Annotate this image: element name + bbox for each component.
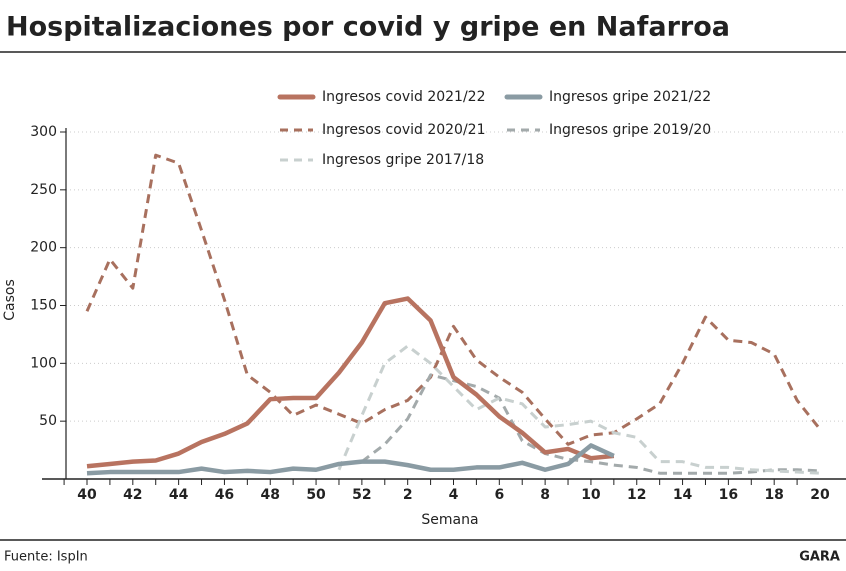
y-tick-label: 200 <box>30 240 57 256</box>
x-tick-label: 18 <box>764 487 783 503</box>
x-tick-label: 42 <box>123 487 142 503</box>
series-line <box>360 373 821 475</box>
y-tick-label: 100 <box>30 355 57 371</box>
y-tick-label: 250 <box>30 182 57 198</box>
x-tick-label: 12 <box>627 487 646 503</box>
x-tick-label: 20 <box>810 487 830 503</box>
source: Fuente: IspIn <box>4 550 88 565</box>
x-tick-label: 46 <box>215 487 234 503</box>
legend-label: Ingresos gripe 2021/22 <box>549 89 711 105</box>
y-tick-label: 300 <box>30 124 57 140</box>
brand: GARA <box>799 550 840 565</box>
x-tick-label: 50 <box>306 487 326 503</box>
series-line <box>86 296 615 469</box>
x-tick-label: 16 <box>719 487 738 503</box>
x-tick-label: 8 <box>540 487 550 503</box>
chart-title: Hospitalizaciones por covid y gripe en N… <box>6 12 730 43</box>
x-tick-label: 14 <box>673 487 693 503</box>
legend-label: Ingresos covid 2020/21 <box>322 122 486 138</box>
legend-label: Ingresos gripe 2017/18 <box>322 152 484 168</box>
x-axis-label: Semana <box>421 512 478 528</box>
series-line <box>337 344 821 475</box>
x-tick-label: 2 <box>403 487 413 503</box>
x-tick-label: 48 <box>261 487 280 503</box>
legend-label: Ingresos gripe 2019/20 <box>549 122 711 138</box>
series-line <box>86 443 615 476</box>
y-axis-label: Casos <box>2 279 18 321</box>
x-tick-label: 10 <box>581 487 601 503</box>
x-tick-label: 52 <box>352 487 371 503</box>
x-tick-label: 4 <box>449 487 459 503</box>
series-line <box>85 153 822 446</box>
y-tick-label: 150 <box>30 298 57 314</box>
legend-label: Ingresos covid 2021/22 <box>322 89 486 105</box>
y-tick-label: 50 <box>39 413 57 429</box>
x-tick-label: 6 <box>494 487 504 503</box>
x-tick-label: 44 <box>169 487 189 503</box>
x-tick-label: 40 <box>77 487 97 503</box>
